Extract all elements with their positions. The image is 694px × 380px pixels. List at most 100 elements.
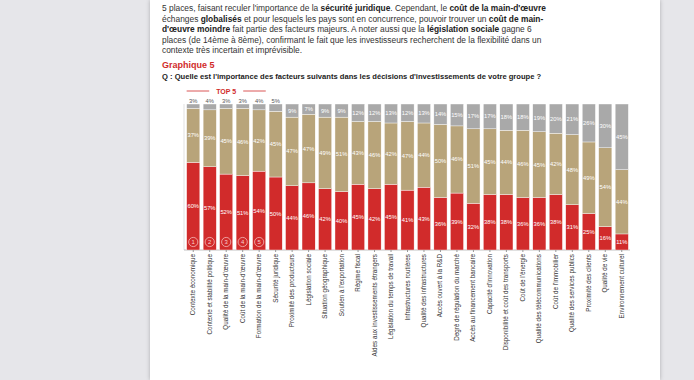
data-label: 43% xyxy=(352,150,364,156)
bar-segment xyxy=(566,135,579,205)
x-tick xyxy=(292,250,293,252)
data-label: 41% xyxy=(402,217,414,223)
bar-segment xyxy=(434,104,447,124)
data-label: 47% xyxy=(303,146,315,152)
data-label: 45% xyxy=(220,138,232,144)
data-label: 45% xyxy=(534,162,546,168)
bar-segment xyxy=(582,104,595,142)
x-tick-label: Accès au financement bancaire xyxy=(469,254,476,342)
rank-label: 2 xyxy=(208,239,212,245)
data-label: 36% xyxy=(517,221,529,227)
bar-segment xyxy=(599,227,612,250)
x-tick-label: Qualité de la main-d'œuvre xyxy=(222,254,230,330)
text: . Cependant, le xyxy=(390,3,449,13)
bar-segment xyxy=(417,187,430,250)
data-label: 44% xyxy=(418,152,430,158)
bar-segment xyxy=(319,117,332,189)
data-label: 17% xyxy=(468,113,480,119)
data-label: 36% xyxy=(534,221,546,227)
data-label: 30% xyxy=(599,123,611,129)
data-label: 38% xyxy=(484,219,496,225)
x-tick-label: Contexte et stabilité politique xyxy=(206,254,214,335)
bar-segment xyxy=(450,193,463,250)
text: et pour lesquels les pays sont en concur… xyxy=(242,14,489,24)
bar-segment xyxy=(467,129,480,203)
bar-segment xyxy=(269,111,282,177)
x-tick-label: Coût de l'énergie xyxy=(519,254,527,302)
x-tick xyxy=(209,250,210,252)
rank-circle xyxy=(222,237,231,246)
data-label: 46% xyxy=(303,213,315,219)
x-tick-label: Qualité des télécommunications xyxy=(535,254,543,343)
data-label: 44% xyxy=(616,199,628,205)
bar-segment xyxy=(368,104,381,122)
chart-title: Graphique 5 xyxy=(162,60,215,70)
bar-segment xyxy=(533,132,546,198)
data-label: 15% xyxy=(451,112,463,118)
x-tick-label: Disponibilité et coût des transports xyxy=(502,254,510,350)
data-label: 38% xyxy=(501,219,513,225)
x-tick-label: Qualité des infrastructures xyxy=(420,254,428,328)
rank-label: 5 xyxy=(257,239,261,245)
bar-segment xyxy=(384,123,397,184)
bold-text: globalisés xyxy=(201,14,242,24)
bar-segment xyxy=(286,186,299,250)
x-tick xyxy=(226,250,227,252)
bar-segment xyxy=(467,104,480,129)
data-label: 50% xyxy=(270,211,282,217)
x-tick xyxy=(588,250,589,252)
x-tick xyxy=(242,250,243,252)
bar-segment xyxy=(533,104,546,132)
text-line: contexte très incertain et imprévisible. xyxy=(162,45,546,56)
bar-segment xyxy=(566,205,579,250)
data-label: 57% xyxy=(204,205,216,211)
bar-segment xyxy=(401,190,414,250)
data-labels: 60%37%3%57%39%4%52%45%3%51%46%3%54%42%4%… xyxy=(187,98,627,245)
x-tick-label: Contexte économique xyxy=(189,254,197,316)
data-label: 12% xyxy=(402,110,414,116)
data-label: 26% xyxy=(583,120,595,126)
x-tick-label: Coût de l'immobilier xyxy=(552,254,559,309)
text-line: places (de 14ème à 8ème), confirmant le … xyxy=(162,35,546,46)
x-tick-label: Proximité des clients xyxy=(585,254,592,312)
rank-label: 1 xyxy=(192,239,196,245)
bar-segment xyxy=(401,104,414,122)
data-label: 46% xyxy=(369,152,381,158)
data-label: 54% xyxy=(599,184,611,190)
bar-segment xyxy=(236,176,249,250)
data-label: 3% xyxy=(189,98,197,104)
text: fait partie des facteurs majeurs. A note… xyxy=(230,24,427,34)
bar-segment xyxy=(187,104,200,108)
bar-segment xyxy=(450,104,463,126)
chart-subtitle: Q : Quelle est l'importance des facteurs… xyxy=(162,72,542,81)
bar-segment xyxy=(467,203,480,250)
bar-segment xyxy=(500,195,513,250)
x-tick-label: Proximité des producteurs xyxy=(288,254,296,327)
data-label: 5% xyxy=(271,98,279,104)
bar-segment xyxy=(335,104,348,117)
data-label: 25% xyxy=(583,229,595,235)
data-label: 42% xyxy=(253,138,265,144)
data-label: 46% xyxy=(237,139,249,145)
data-label: 50% xyxy=(435,158,447,164)
bar-segment xyxy=(302,104,315,114)
x-tick xyxy=(358,250,359,252)
rank-circle xyxy=(189,237,198,246)
x-tick xyxy=(275,250,276,252)
x-tick xyxy=(308,250,309,252)
bar-segment xyxy=(566,104,579,135)
bar-segment xyxy=(203,104,216,110)
rank-circle xyxy=(255,237,264,246)
bar-segment xyxy=(236,108,249,175)
bar-segment xyxy=(220,104,233,108)
x-tick-label: Qualité de vie xyxy=(601,254,609,293)
data-label: 12% xyxy=(369,110,381,116)
data-label: 48% xyxy=(567,167,579,173)
data-label: 45% xyxy=(385,214,397,220)
bar-segment xyxy=(203,167,216,250)
bar-segment xyxy=(434,124,447,197)
bar-segment xyxy=(220,174,233,250)
bar-segment xyxy=(500,130,513,194)
bar-segment xyxy=(203,110,216,167)
x-tick xyxy=(325,250,326,252)
